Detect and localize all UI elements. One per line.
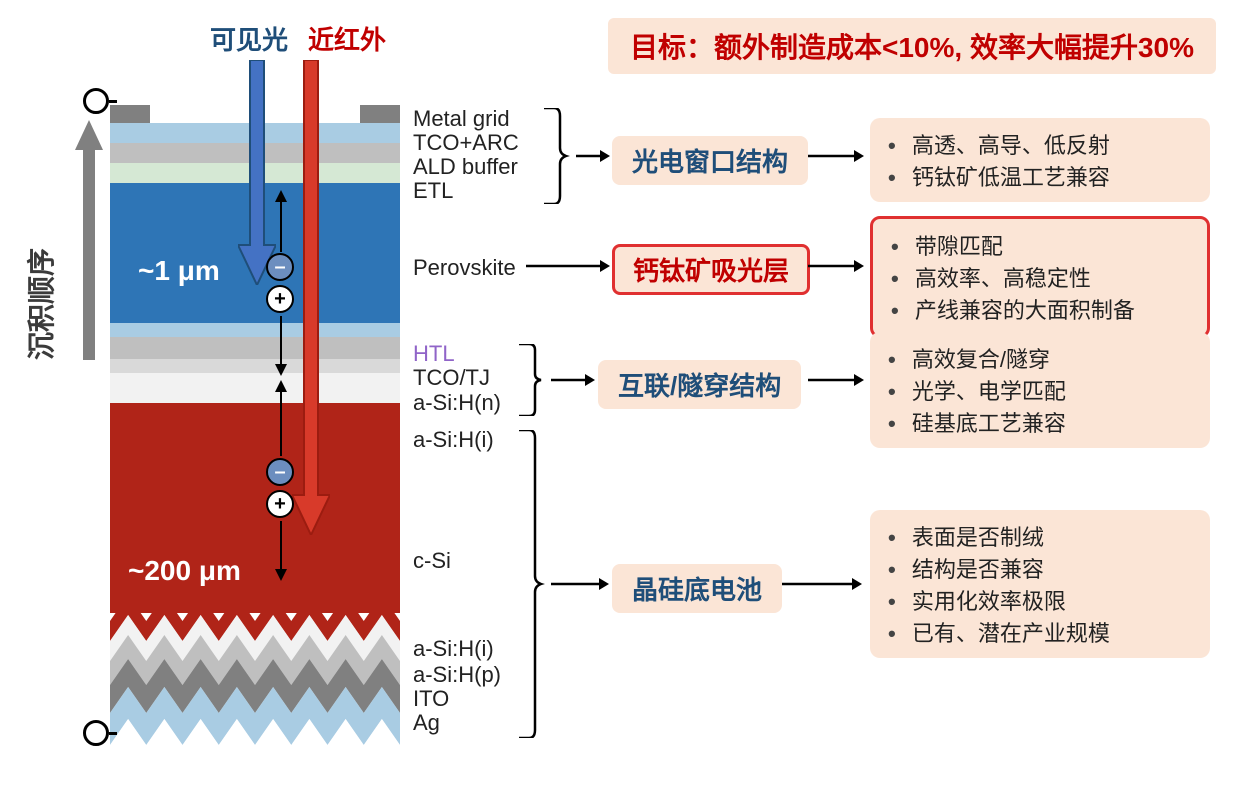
label-ito: ITO [413,686,449,712]
nir-light-arrow-icon [292,60,330,535]
charge-arrow-up-icon [274,190,288,252]
label-asi-n: a-Si:H(n) [413,390,501,416]
hole-perovskite-icon: + [266,285,294,313]
label-tco-arc: TCO+ARC [413,130,519,156]
top-wire [109,100,117,103]
visible-light-label: 可见光 [210,20,288,57]
asi-n-layer [110,359,400,373]
bottom-wire [109,732,117,735]
arrow-bracket-to-window-icon [576,148,610,164]
label-asi-i-top: a-Si:H(i) [413,427,494,453]
label-asi-p: a-Si:H(p) [413,662,501,688]
label-csi: c-Si [413,548,451,574]
light-labels: 可见光 近红外 [210,20,386,57]
category-perovskite: 钙钛矿吸光层 [612,244,810,295]
label-asi-i-bot: a-Si:H(i) [413,636,494,662]
bullet-item: 高效复合/隧穿 [880,342,1194,374]
label-perovskite: Perovskite [413,255,516,281]
near-infrared-label: 近红外 [308,20,386,57]
category-tunnel: 互联/隧穿结构 [598,360,801,409]
bullet-item: 结构是否兼容 [880,552,1194,584]
bullet-item: 已有、潜在产业规模 [880,616,1194,648]
csi-thickness: ~200 μm [128,555,241,587]
arrow-bracket-to-bottom-icon [551,576,609,592]
category-window: 光电窗口结构 [612,136,808,185]
arrow-perov-to-cat-icon [526,258,610,274]
bullet-item: 带隙匹配 [883,229,1191,261]
charge-arrow-up-2-icon [274,380,288,456]
arrow-window-to-bullets-icon [808,148,864,164]
bullet-item: 硅基底工艺兼容 [880,406,1194,438]
asi-i-top-layer [110,373,400,403]
label-ald-buffer: ALD buffer [413,154,518,180]
bullets-bottom: 表面是否制绒结构是否兼容实用化效率极限已有、潜在产业规模 [870,510,1210,658]
deposition-arrow-icon [75,120,103,360]
bracket-tunnel-icon [519,344,549,416]
arrow-bottom-to-bullets-icon [782,576,862,592]
bullets-window: 高透、高导、低反射钙钛矿低温工艺兼容 [870,118,1210,202]
deposition-order-label: 沉积顺序 [20,248,60,360]
hole-csi-icon: + [266,490,294,518]
charge-arrow-down-1-icon [274,316,288,376]
bullets-perovskite: 带隙匹配高效率、高稳定性产线兼容的大面积制备 [870,216,1210,338]
perovskite-thickness: ~1 μm [138,255,220,287]
label-metal-grid: Metal grid [413,106,510,132]
textured-bottom-layers [110,613,400,785]
bottom-terminal-icon [83,720,109,746]
charge-arrow-down-2-icon [274,521,288,581]
bullet-item: 实用化效率极限 [880,584,1194,616]
electron-perovskite-icon: – [266,253,294,281]
htl-layer [110,323,400,337]
bullet-item: 高透、高导、低反射 [880,128,1194,160]
bullet-item: 光学、电学匹配 [880,374,1194,406]
bullets-tunnel: 高效复合/隧穿光学、电学匹配硅基底工艺兼容 [870,332,1210,448]
label-etl: ETL [413,178,453,204]
label-ag: Ag [413,710,440,736]
visible-light-arrow-icon [238,60,276,285]
label-htl: HTL [413,341,455,367]
arrow-tunnel-to-bullets-icon [808,372,864,388]
goal-title: 目标：额外制造成本<10%, 效率大幅提升30% [608,18,1216,74]
bracket-window-icon [544,108,574,204]
bullet-item: 高效率、高稳定性 [883,261,1191,293]
category-bottom: 晶硅底电池 [612,564,782,613]
tco-tj-layer [110,337,400,359]
bracket-bottom-icon [519,430,549,738]
arrow-cat-perov-to-bullets-icon [808,258,864,274]
electron-csi-icon: – [266,458,294,486]
arrow-bracket-to-tunnel-icon [551,372,595,388]
top-terminal-icon [83,88,109,114]
bullet-item: 产线兼容的大面积制备 [883,293,1191,325]
bullet-item: 钙钛矿低温工艺兼容 [880,160,1194,192]
bullet-item: 表面是否制绒 [880,520,1194,552]
label-tco-tj: TCO/TJ [413,365,490,391]
